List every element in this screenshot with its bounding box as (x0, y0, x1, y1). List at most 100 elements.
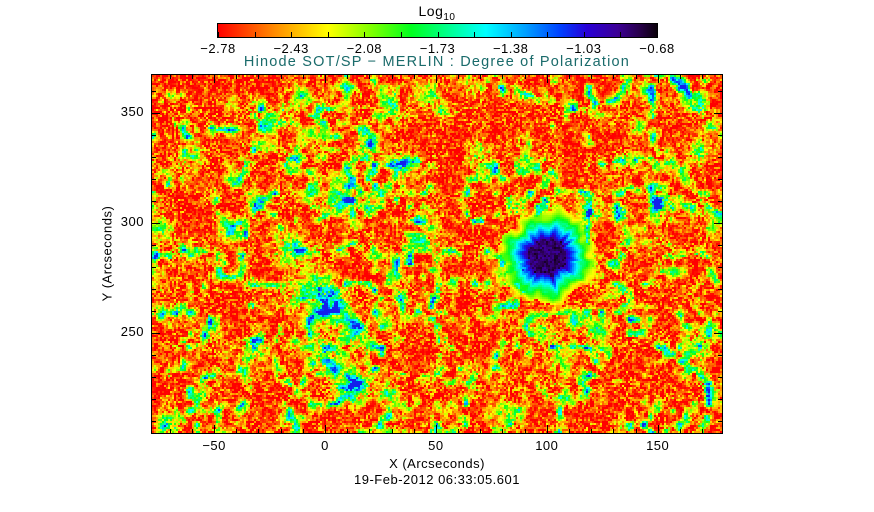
axis-tick (191, 429, 193, 433)
axis-tick (718, 355, 722, 356)
colorbar-title-subscript: 10 (443, 11, 456, 23)
axis-tick (258, 75, 260, 79)
colorbar-tick (291, 32, 293, 37)
colorbar-ticks (218, 24, 658, 37)
axis-tick (714, 223, 722, 224)
axis-tick (152, 113, 160, 114)
colorbar-tick (254, 32, 256, 37)
axis-tick (214, 75, 216, 83)
observation-timestamp: 19-Feb-2012 06:33:05.601 (354, 472, 520, 487)
axis-tick (613, 429, 615, 433)
axis-tick (152, 377, 156, 378)
colorbar-tick-label: −2.43 (273, 41, 309, 56)
axis-tick (325, 75, 326, 83)
x-tick-label: 0 (321, 438, 329, 453)
colorbar-tick (437, 32, 439, 37)
plot-title: Hinode SOT/SP − MERLIN : Degree of Polar… (243, 54, 631, 70)
axis-tick (369, 429, 371, 433)
axis-tick (635, 429, 637, 433)
axis-tick (679, 429, 681, 433)
axis-ticks (152, 75, 722, 433)
axis-tick (568, 75, 570, 79)
axis-tick (718, 421, 722, 422)
axis-tick (169, 429, 171, 433)
axis-tick (152, 355, 156, 356)
axis-tick (391, 429, 393, 433)
axis-tick (480, 75, 482, 79)
axis-tick (524, 429, 526, 433)
axis-tick (718, 311, 722, 312)
axis-tick (702, 429, 704, 433)
colorbar-tick-label: −2.78 (200, 41, 236, 56)
x-tick-label: −50 (202, 438, 226, 453)
axis-tick (369, 75, 371, 79)
axis-tick (152, 91, 156, 92)
axis-tick (718, 91, 722, 92)
axis-tick (236, 429, 238, 433)
axis-tick (347, 429, 349, 433)
axis-tick (325, 425, 326, 433)
colorbar-tick (620, 32, 622, 37)
axis-tick (152, 421, 156, 422)
colorbar-title: Log10 (0, 3, 874, 23)
axis-tick (718, 289, 722, 290)
axis-tick (502, 429, 504, 433)
axis-tick (714, 113, 722, 114)
colorbar-tick-label: −1.03 (566, 41, 602, 56)
axis-tick (280, 429, 282, 433)
axis-tick (152, 201, 156, 202)
axis-tick (236, 75, 238, 79)
colorbar-tick (510, 32, 512, 37)
axis-tick (152, 179, 156, 180)
axis-tick (152, 245, 156, 246)
y-tick-label: 350 (120, 104, 144, 119)
axis-tick (152, 267, 156, 268)
axis-tick (718, 179, 722, 180)
x-tick-label: 50 (428, 438, 444, 453)
colorbar-tick-label: −2.08 (346, 41, 383, 56)
axis-tick (568, 429, 570, 433)
axis-tick (718, 201, 722, 202)
axis-tick (435, 75, 437, 83)
axis-tick (391, 75, 393, 79)
colorbar-tick (583, 32, 585, 37)
axis-tick (280, 75, 282, 79)
axis-tick (302, 429, 304, 433)
axis-tick (657, 75, 659, 83)
axis-tick (718, 135, 722, 136)
plot-frame (151, 74, 723, 434)
colorbar-tick (327, 32, 329, 37)
axis-tick (714, 333, 722, 334)
axis-tick (152, 399, 156, 400)
colorbar (217, 23, 658, 38)
colorbar-title-main: Log (418, 3, 444, 19)
axis-tick (152, 289, 156, 290)
colorbar-tick-label: −1.38 (492, 41, 529, 56)
axis-tick (347, 75, 349, 79)
axis-tick (613, 75, 615, 79)
y-tick-label: 300 (120, 214, 144, 229)
axis-tick (718, 399, 722, 400)
colorbar-tick (657, 32, 658, 37)
axis-tick (214, 425, 216, 433)
axis-tick (591, 429, 593, 433)
axis-tick (718, 267, 722, 268)
axis-tick (718, 157, 722, 158)
axis-tick (302, 75, 304, 79)
y-axis-label-wrap: Y (Arcseconds) (98, 74, 116, 432)
x-tick-label: 150 (646, 438, 670, 453)
axis-tick (591, 75, 593, 79)
colorbar-tick-label: −0.68 (639, 41, 675, 56)
x-axis-label: X (Arcseconds) (389, 456, 485, 471)
axis-tick (702, 75, 704, 79)
axis-tick (480, 429, 482, 433)
axis-tick (458, 75, 460, 79)
x-tick-label: 100 (535, 438, 559, 453)
axis-tick (152, 333, 160, 334)
axis-tick (546, 425, 548, 433)
axis-tick (413, 75, 415, 79)
colorbar-tick (364, 32, 366, 37)
axis-tick (502, 75, 504, 79)
colorbar-tick (218, 32, 219, 37)
axis-tick (258, 429, 260, 433)
